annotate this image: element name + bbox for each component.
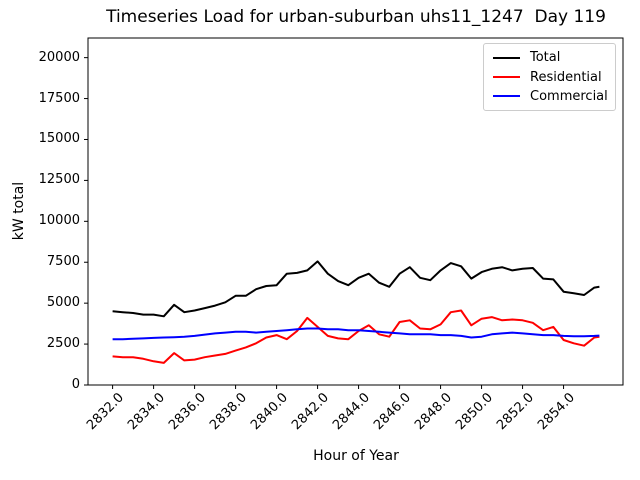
- legend: Total Residential Commercial: [483, 43, 616, 111]
- legend-entry-residential: Residential: [493, 70, 606, 85]
- y-tick-label: 2500: [46, 336, 80, 352]
- y-tick-label: 12500: [38, 172, 80, 188]
- legend-entry-commercial: Commercial: [493, 88, 608, 104]
- y-axis-label: kW total: [11, 181, 27, 241]
- legend-line-total: [493, 56, 520, 59]
- series-line-commercial: [112, 327, 600, 341]
- legend-line-residential: [493, 76, 520, 78]
- chart-title: Timeseries Load for urban-suburban uhs11…: [106, 7, 606, 27]
- y-tick-label: 0: [71, 377, 80, 392]
- y-tick-label: 7500: [46, 254, 80, 270]
- legend-entry-total: Total: [493, 50, 606, 65]
- x-axis-label: Hour of Year: [313, 448, 399, 464]
- y-tick-label: 10000: [38, 213, 80, 229]
- legend-label-total: Total: [530, 50, 561, 66]
- legend-label-commercial: Commercial: [530, 88, 608, 104]
- plot-frame: [87, 37, 624, 386]
- series-line-total: [112, 260, 600, 318]
- y-tick-label: 20000: [38, 49, 80, 65]
- y-tick-label: 17500: [38, 90, 80, 106]
- legend-label-residential: Residential: [530, 69, 602, 85]
- y-tick-label: 15000: [38, 131, 80, 147]
- legend-line-commercial: [493, 95, 520, 98]
- y-tick-label: 5000: [46, 295, 80, 311]
